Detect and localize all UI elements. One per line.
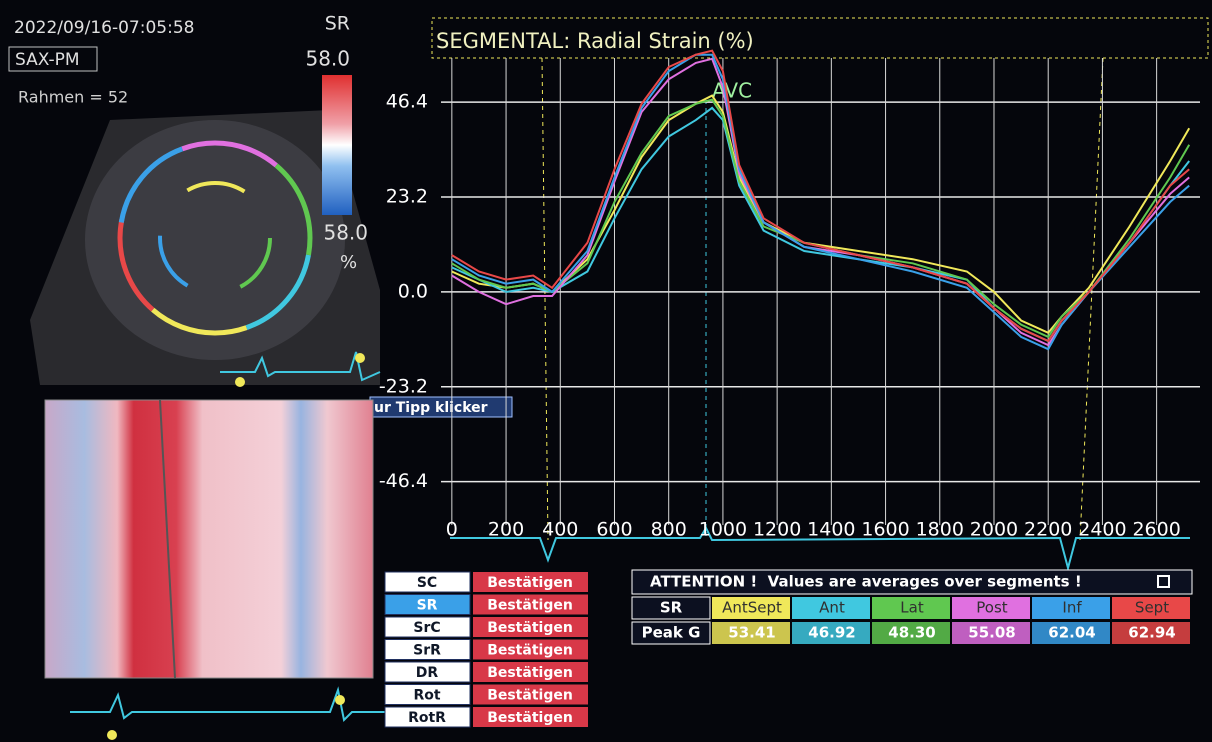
segment-name: Post — [976, 599, 1008, 617]
x-tick-label: 0 — [446, 519, 458, 541]
row-label: Peak G — [642, 624, 701, 642]
x-tick-label: 600 — [596, 519, 632, 541]
y-tick-label: 0.0 — [398, 280, 428, 302]
confirm-button-label: Bestätigen — [487, 710, 573, 726]
ultrasound-tissue — [85, 120, 345, 360]
segment-name: AntSept — [722, 599, 782, 617]
y-tick-label: 23.2 — [386, 186, 428, 208]
mode-button-label: SR — [417, 598, 438, 614]
confirm-button-label: Bestätigen — [487, 665, 573, 681]
confirm-button-label: Bestätigen — [487, 620, 573, 636]
ecg-marker — [107, 730, 117, 740]
screen: 2022/09/16-07:05:58 SR SAX-PM 58.0 Rahme… — [0, 0, 1212, 742]
x-tick-label: 200 — [488, 519, 524, 541]
peak-value: 62.94 — [1128, 624, 1175, 642]
x-tick-label: 2200 — [1024, 519, 1072, 541]
y-tick-label: -23.2 — [379, 375, 428, 397]
ecg-marker — [235, 377, 245, 387]
x-tick-label: 1800 — [916, 519, 964, 541]
x-tick-label: 2600 — [1132, 519, 1180, 541]
m-mode-panel — [45, 400, 373, 678]
chart-title: SEGMENTAL: Radial Strain (%) — [436, 29, 754, 53]
peak-value: 62.04 — [1048, 624, 1095, 642]
mode-button-label: SrR — [413, 643, 441, 659]
mode-button-label: DR — [416, 665, 439, 681]
mode-button-label: Rot — [413, 688, 440, 704]
mode-button-label: SC — [417, 575, 437, 591]
confirm-button-label: Bestätigen — [487, 688, 573, 704]
y-tick-label: 46.4 — [386, 91, 428, 113]
x-tick-label: 1400 — [807, 519, 855, 541]
x-tick-label: 800 — [651, 519, 687, 541]
avc-label: AVC — [712, 79, 752, 103]
confirm-button-label: Bestätigen — [487, 598, 573, 614]
confirm-button-label: Bestätigen — [487, 575, 573, 591]
x-tick-label: 2000 — [970, 519, 1018, 541]
x-tick-label: 1600 — [861, 519, 909, 541]
x-tick-label: 400 — [542, 519, 578, 541]
peak-value: 48.30 — [888, 624, 935, 642]
y-tick-label: -46.4 — [379, 470, 428, 492]
scale-max: 58.0 — [305, 47, 350, 71]
unit-label: % — [340, 252, 357, 273]
x-tick-label: 1200 — [753, 519, 801, 541]
mode-label: SR — [325, 13, 350, 35]
ecg-marker — [335, 695, 345, 705]
peak-value: 53.41 — [728, 624, 775, 642]
timestamp: 2022/09/16-07:05:58 — [14, 18, 194, 38]
segment-name: Ant — [819, 599, 845, 617]
segment-name: Lat — [900, 599, 924, 617]
ecg-marker — [355, 353, 365, 363]
row-label: SR — [660, 599, 683, 617]
page: 2022/09/16-07:05:58 SR SAX-PM 58.0 Rahme… — [0, 0, 1212, 742]
mode-button-label: RotR — [408, 710, 446, 726]
x-tick-label: 2400 — [1078, 519, 1126, 541]
frame-label: Rahmen = 52 — [18, 88, 128, 107]
segment-name: Inf — [1062, 599, 1082, 617]
table-title: ATTENTION ! Values are averages over seg… — [650, 573, 1082, 591]
x-tick-label: 1000 — [699, 519, 747, 541]
view-label: SAX-PM — [15, 50, 80, 70]
peak-value: 46.92 — [808, 624, 855, 642]
tooltip-text: ur Tipp klicker — [374, 400, 488, 416]
mode-button-label: SrC — [413, 620, 440, 636]
scale-min: 58.0 — [323, 221, 368, 245]
color-bar — [322, 75, 352, 215]
peak-value: 55.08 — [968, 624, 1015, 642]
segment-name: Sept — [1135, 599, 1169, 617]
confirm-button-label: Bestätigen — [487, 643, 573, 659]
